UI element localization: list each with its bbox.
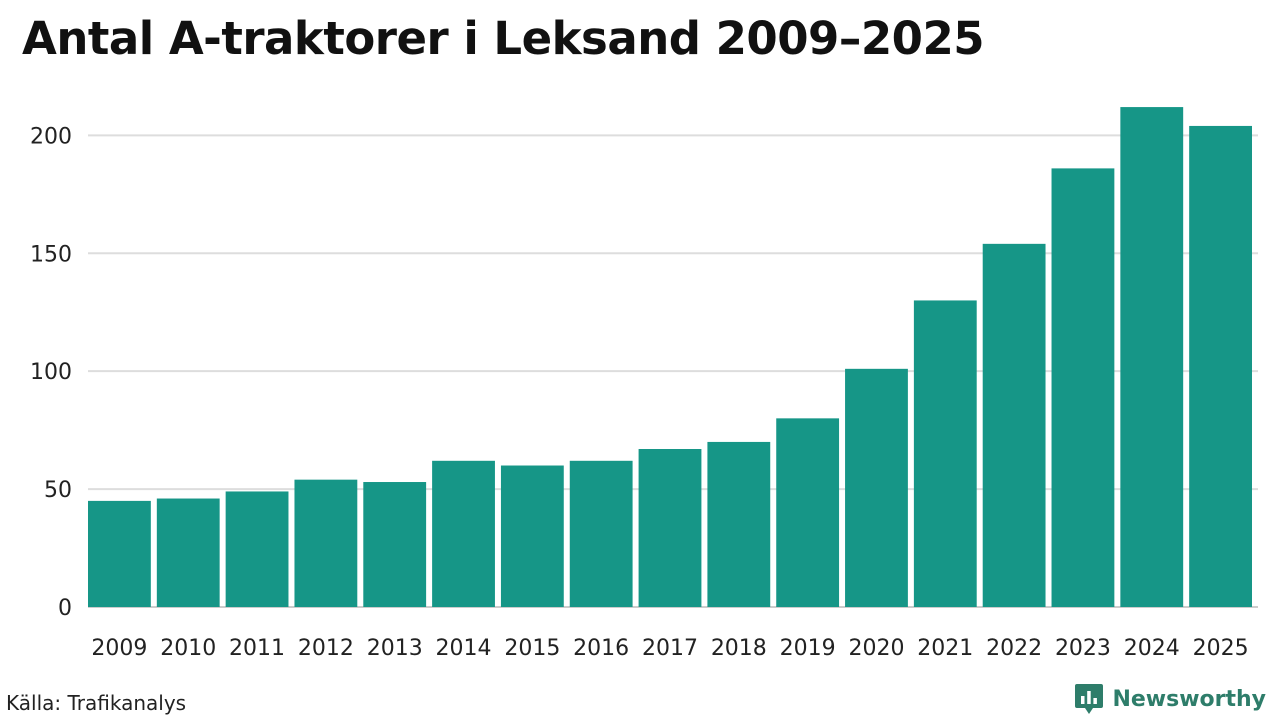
chart-title: Antal A-traktorer i Leksand 2009–2025 <box>22 12 985 65</box>
x-tick-label: 2018 <box>711 636 767 661</box>
x-tick-label: 2011 <box>229 636 285 661</box>
x-tick-label: 2014 <box>436 636 492 661</box>
brand-name: Newsworthy <box>1112 686 1266 712</box>
x-tick-label: 2015 <box>504 636 560 661</box>
bar <box>1051 168 1115 607</box>
bar <box>1189 125 1252 607</box>
bar <box>225 491 289 607</box>
x-tick-label: 2012 <box>298 636 354 661</box>
bar <box>707 441 771 607</box>
bar <box>156 498 220 607</box>
bar <box>432 460 495 607</box>
x-tick-label: 2021 <box>917 636 973 661</box>
bar <box>845 368 908 607</box>
y-tick-label: 0 <box>58 596 72 621</box>
newsworthy-logo-icon <box>1075 684 1104 714</box>
x-tick-label: 2013 <box>367 636 423 661</box>
x-tick-label: 2016 <box>573 636 629 661</box>
x-tick-label: 2022 <box>986 636 1042 661</box>
bar <box>913 300 977 607</box>
bar <box>569 460 633 607</box>
bar <box>88 500 151 607</box>
x-tick-label: 2009 <box>91 636 147 661</box>
y-tick-label: 50 <box>44 478 72 503</box>
x-tick-label: 2020 <box>848 636 904 661</box>
bar <box>500 465 564 607</box>
y-tick-label: 100 <box>30 360 72 385</box>
bar <box>363 482 427 607</box>
bar <box>776 418 840 607</box>
y-tick-label: 150 <box>30 242 72 267</box>
x-tick-label: 2023 <box>1055 636 1111 661</box>
y-tick-label: 200 <box>30 124 72 149</box>
bar <box>1120 107 1184 608</box>
x-tick-label: 2025 <box>1193 636 1249 661</box>
x-tick-label: 2024 <box>1124 636 1180 661</box>
bar <box>294 479 358 607</box>
source-note: Källa: Trafikanalys <box>6 691 187 715</box>
bar <box>982 243 1046 608</box>
x-tick-label: 2019 <box>780 636 836 661</box>
bar <box>638 449 702 607</box>
x-tick-label: 2010 <box>160 636 216 661</box>
x-tick-label: 2017 <box>642 636 698 661</box>
brand-logo[interactable]: Newsworthy <box>1074 682 1266 716</box>
